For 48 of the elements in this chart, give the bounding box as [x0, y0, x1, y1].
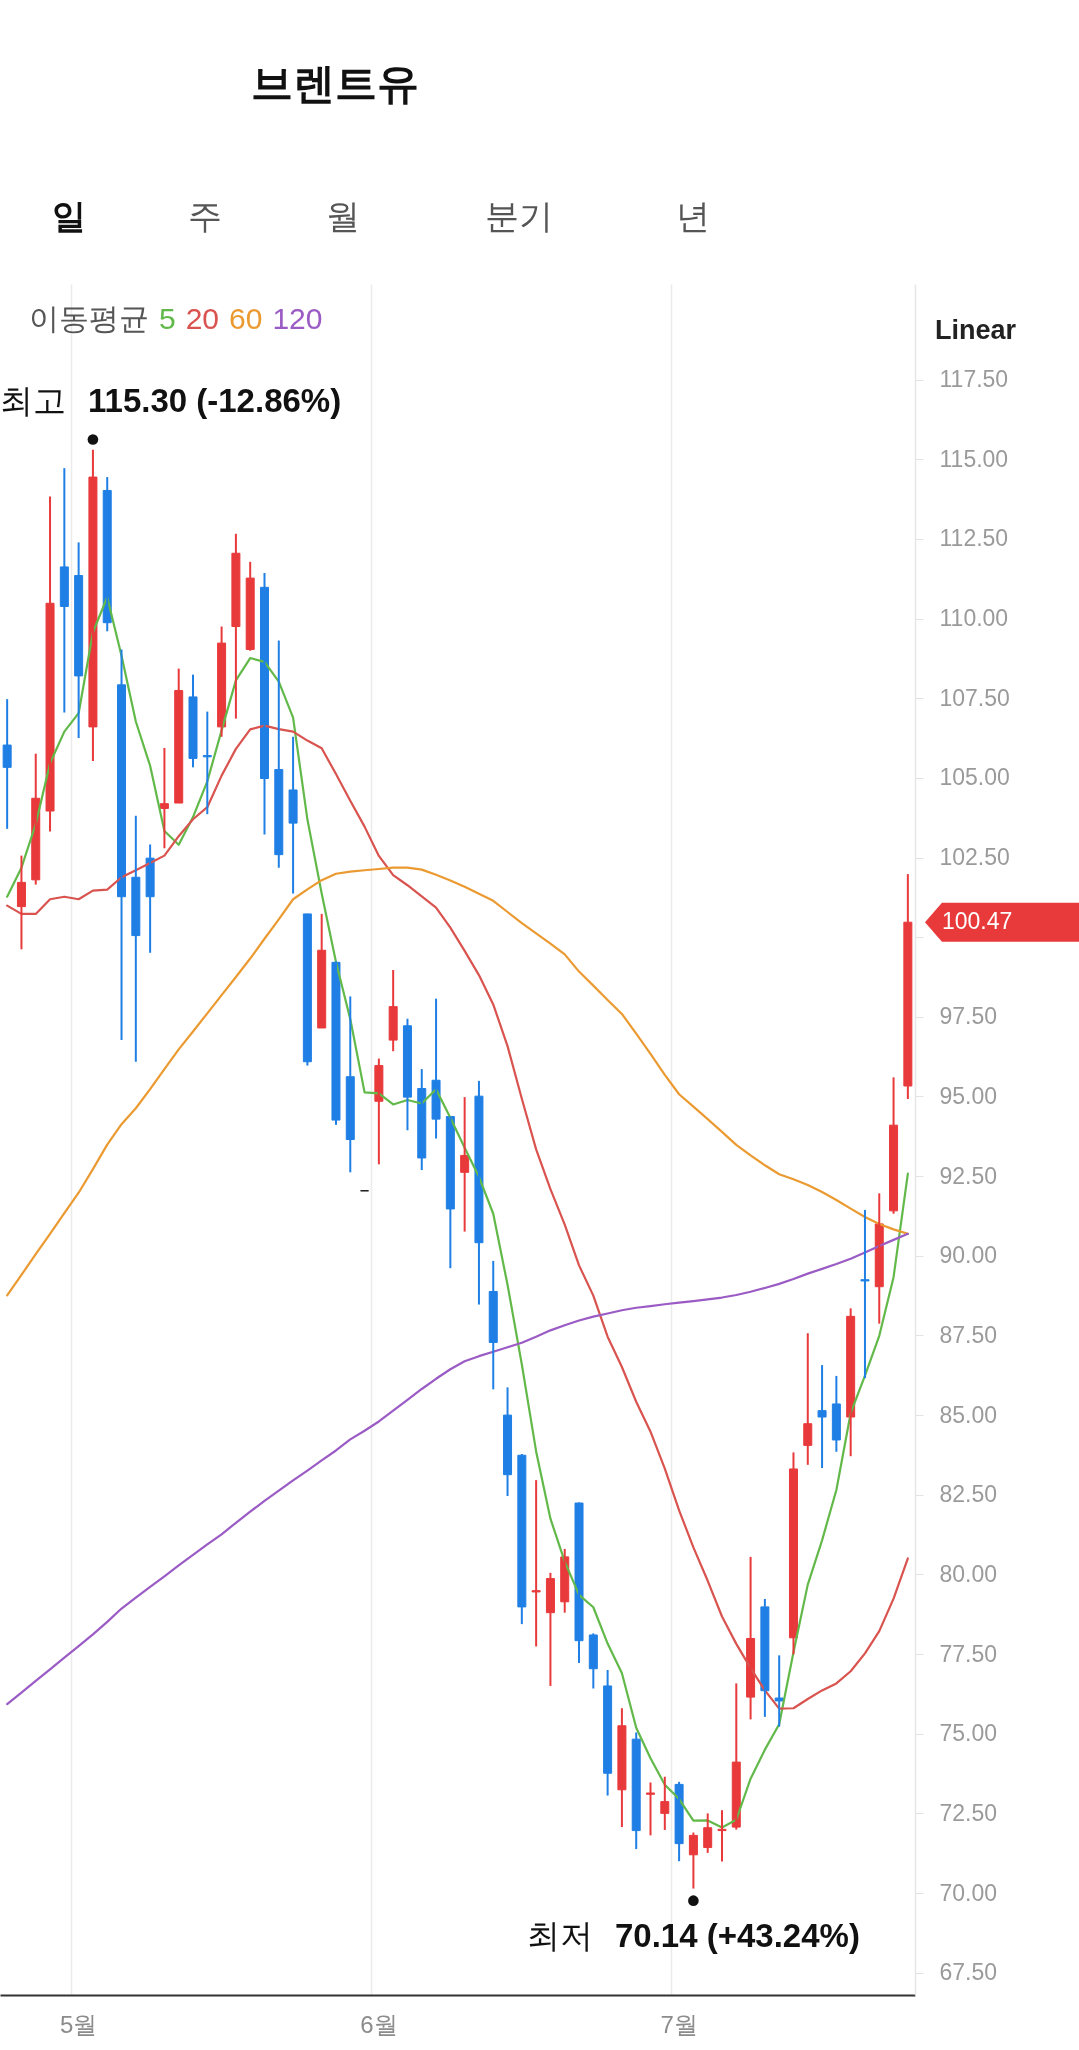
y-tick-label: 80.00 [939, 1560, 998, 1587]
candlestick [817, 1364, 827, 1469]
y-tick-label: 105.00 [939, 764, 1010, 791]
annotation: 최저 70.14 (+43.24%) [526, 1916, 860, 1954]
candlestick [188, 673, 198, 769]
y-tick-label: 92.50 [939, 1162, 998, 1189]
x-tick-label: 6월 [360, 2010, 398, 2038]
text: 년 [676, 197, 710, 235]
y-tick-label: 110.00 [939, 605, 1009, 632]
y-tick-label: 70.00 [939, 1879, 998, 1906]
y-tick-label: 77.50 [939, 1640, 998, 1667]
y-tick-label: 87.50 [939, 1321, 998, 1348]
candlestick [2, 698, 12, 830]
text: 5 [159, 302, 176, 335]
x-tick-label: 7월 [660, 2010, 698, 2038]
y-tick-label: 72.50 [939, 1799, 998, 1826]
legend-title: 이동평균 [29, 302, 149, 335]
y-tick-label: 67.50 [939, 1959, 998, 1986]
text: 월 [326, 197, 360, 235]
text: 분기 [485, 197, 553, 235]
y-tick-label: 107.50 [939, 684, 1010, 711]
candlestick [646, 1781, 656, 1837]
chart-title: 브렌트유 [251, 60, 419, 107]
candlestick [531, 1479, 541, 1648]
y-tick-label: 112.50 [939, 525, 1009, 552]
line-series [6, 724, 909, 1710]
text: 일 [52, 197, 86, 235]
y-tick-label: 75.00 [939, 1720, 998, 1747]
text: 60 [229, 302, 263, 335]
y-tick-label: 117.50 [939, 366, 1009, 393]
candlestick [860, 1208, 870, 1380]
y-tick-label: 82.50 [939, 1481, 998, 1508]
y-tick-label: 85.00 [939, 1401, 998, 1428]
text: 20 [185, 302, 220, 335]
line-series [6, 866, 909, 1297]
annotation: 최고 115.30 (-12.86%) [0, 381, 342, 419]
text: 100.47 [942, 908, 1013, 935]
text: 120 [272, 302, 323, 335]
y-tick-label: 115.00 [939, 445, 1009, 472]
y-tick-label: 102.50 [939, 844, 1010, 871]
text: 주 [188, 197, 222, 235]
y-tick-label: 90.00 [939, 1242, 998, 1269]
text: Linear [935, 315, 1017, 345]
x-tick-label: 5월 [59, 2010, 98, 2038]
y-tick-label: 97.50 [939, 1003, 998, 1030]
y-tick-label: 95.00 [939, 1082, 998, 1109]
line-series [6, 1232, 909, 1706]
candlestick [288, 735, 298, 895]
